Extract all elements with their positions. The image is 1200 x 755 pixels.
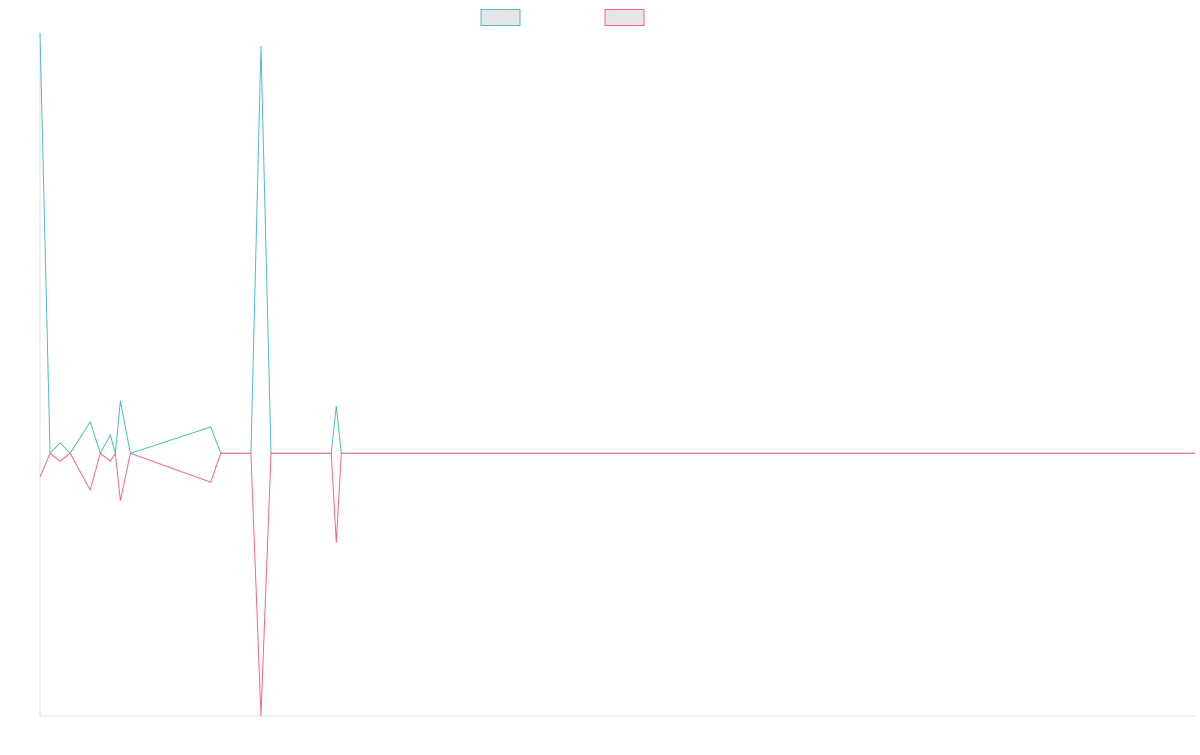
series-line-1	[39, 32, 1195, 455]
legend-swatch-2[interactable]	[604, 9, 645, 26]
series-line-2	[39, 451, 1195, 717]
legend-swatch-1[interactable]	[480, 9, 521, 26]
legend	[480, 9, 645, 26]
axes	[39, 33, 1195, 717]
series-layer	[39, 32, 1195, 717]
